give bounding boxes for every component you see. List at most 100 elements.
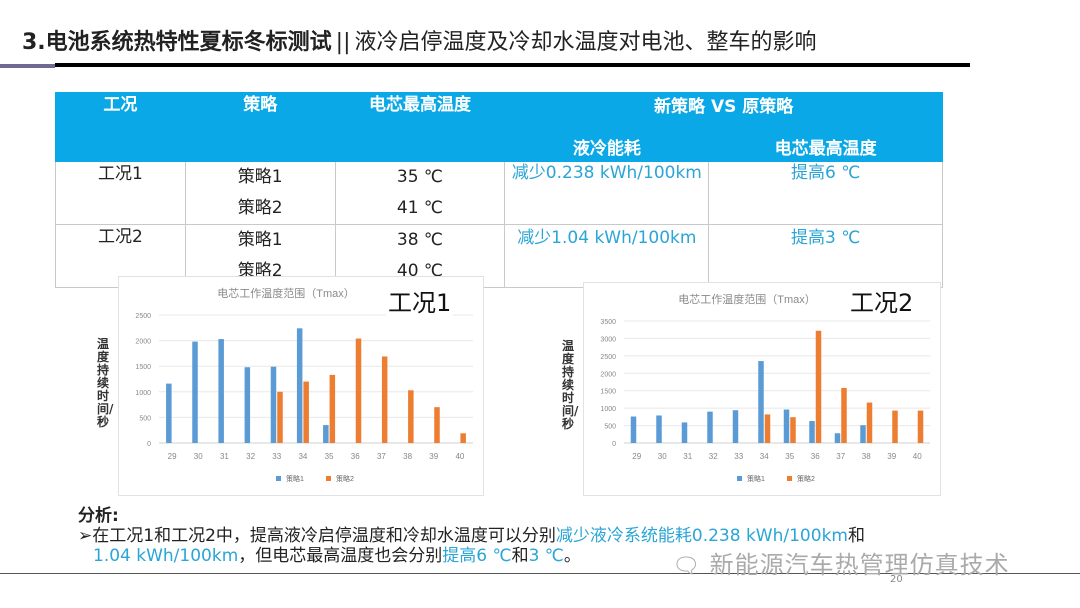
legend-label: 策略1 (747, 474, 765, 483)
bar-strategy2 (460, 433, 466, 443)
chart-svg: 电芯工作温度范围（Tmax） 0 500 1000 1500 2000 2500 29 30 31… (135, 286, 473, 483)
cell-strategy: 策略1 (237, 230, 283, 250)
bar-strategy2 (790, 417, 796, 443)
x-tick-label: 35 (785, 452, 794, 461)
y-tick-label: 1500 (135, 364, 151, 371)
y-tick-label: 2000 (135, 339, 151, 346)
cell-temp-change: 提高6 ℃ (708, 161, 943, 225)
comparison-table: 工况 策略 电芯最高温度 新策略 VS 原策略 液冷能耗 电芯最高温度 工况1 … (55, 91, 943, 288)
cell-strategy: 策略2 (237, 198, 283, 218)
bar-strategy2 (892, 410, 898, 443)
bar-strategy1 (323, 425, 329, 443)
bar-strategy2 (434, 407, 440, 443)
bar-strategy1 (860, 425, 866, 443)
x-tick-label: 36 (811, 452, 820, 461)
header-cell-max-temp: 电芯最高温度 (708, 125, 943, 162)
x-tick-label: 29 (168, 452, 177, 461)
y-tick-label: 2500 (600, 354, 616, 361)
x-tick-label: 32 (246, 452, 255, 461)
bullet-icon: ➢ (78, 526, 93, 546)
x-tick-label: 33 (734, 452, 743, 461)
legend-swatch (737, 476, 742, 481)
bar-strategy2 (815, 330, 822, 443)
analysis-text: ，但电芯最高温度也会分别 (238, 546, 443, 566)
header-strategy: 策略 (184, 92, 336, 162)
x-tick-label: 31 (220, 452, 229, 461)
x-tick-label: 31 (683, 452, 692, 461)
chart-title: 电芯工作温度范围（Tmax） (217, 286, 355, 300)
bar-strategy1 (732, 410, 739, 443)
analysis-line-1: ➢在工况1和工况2中，提高液冷启停温度和冷却水温度可以分别减少液冷系统能耗0.2… (78, 526, 865, 546)
analysis-text: 。 (563, 546, 581, 566)
cell-energy-change: 减少1.04 kWh/100km (504, 224, 710, 288)
bar-strategy2 (866, 402, 873, 443)
table-header-row: 工况 策略 电芯最高温度 新策略 VS 原策略 (55, 91, 943, 162)
x-tick-label: 32 (709, 452, 718, 461)
y-tick-label: 2500 (135, 313, 151, 320)
cell-temp: 38 ℃ (396, 230, 444, 250)
bar-strategy1 (166, 383, 172, 443)
chart-tag-condition-1: 工况1 (386, 283, 454, 318)
x-tick-label: 36 (351, 452, 360, 461)
watermark: 🗨 新能源汽车热管理仿真技术 (672, 545, 1010, 580)
analysis-highlight: 1.04 kWh/100km (93, 546, 239, 566)
analysis-highlight: 3 ℃ (528, 546, 564, 566)
legend-label: 策略2 (336, 474, 354, 483)
legend-label: 策略2 (797, 474, 815, 483)
chart-title: 电芯工作温度范围（Tmax） (678, 292, 816, 306)
x-tick-label: 34 (760, 452, 769, 461)
analysis-heading: 分析: (78, 506, 119, 526)
x-tick-label: 30 (658, 452, 667, 461)
x-tick-label: 35 (325, 452, 334, 461)
bar-strategy2 (303, 381, 309, 443)
cell-temp: 41 ℃ (396, 198, 444, 218)
bar-strategy2 (355, 338, 362, 443)
analysis-line-2: 1.04 kWh/100km，但电芯最高温度也会分别提高6 ℃和3 ℃。 (78, 546, 865, 566)
bar-strategy2 (381, 356, 388, 443)
analysis-highlight: 提高6 ℃ (442, 546, 512, 566)
header-max-temp: 电芯最高温度 (334, 92, 506, 162)
bar-strategy1 (809, 421, 815, 443)
bar-strategy2 (408, 390, 414, 443)
header-comparison: 新策略 VS 原策略 (504, 91, 943, 127)
x-tick-label: 29 (632, 452, 641, 461)
chart-tag-condition-2: 工况2 (848, 283, 916, 318)
bar-strategy2 (277, 391, 283, 443)
analysis-highlight: 减少液冷系统能耗0.238 kWh/100km (555, 526, 848, 546)
page-number: 20 (890, 574, 903, 585)
cell-strategy: 策略1 (237, 167, 283, 187)
y-tick-label: 500 (139, 415, 151, 422)
legend-swatch (276, 476, 281, 481)
x-tick-label: 30 (194, 452, 203, 461)
title-rule-accent (0, 64, 55, 68)
cell-energy-change: 减少0.238 kWh/100km (504, 161, 710, 225)
cell-strategies: 策略1 策略2 (184, 161, 336, 225)
chart-svg: 电芯工作温度范围（Tmax） 0 500 1000 1500 2000 2500 3000 35… (600, 292, 930, 483)
x-tick-label: 37 (836, 452, 845, 461)
y-tick-label: 2000 (600, 371, 616, 378)
cell-temp: 35 ℃ (396, 167, 444, 187)
table-row: 工况1 策略1 策略2 35 ℃ 41 ℃ 减少0.238 kWh/100km … (55, 161, 943, 225)
title-bold: 3.电池系统热特性夏标冬标测试 (22, 30, 332, 55)
y-tick-label: 0 (147, 441, 151, 448)
y-axis-label: 温度持续时间/秒 (97, 337, 114, 429)
bar-strategy1 (783, 409, 790, 443)
table-subheader-row: 液冷能耗 电芯最高温度 (56, 125, 943, 162)
title-separator: || (335, 30, 351, 55)
header-condition: 工况 (55, 92, 186, 162)
y-tick-label: 0 (612, 441, 616, 448)
bar-strategy1 (656, 415, 662, 443)
bar-strategy2 (329, 374, 336, 443)
bar-strategy1 (270, 366, 277, 443)
legend-label: 策略1 (286, 474, 304, 483)
x-tick-label: 39 (429, 452, 438, 461)
x-tick-label: 34 (298, 452, 307, 461)
bar-strategy1 (707, 411, 713, 443)
analysis-text: 和 (847, 526, 865, 546)
bar-strategy1 (296, 328, 303, 443)
x-tick-label: 39 (887, 452, 896, 461)
cell-temp-change: 提高3 ℃ (708, 224, 943, 288)
analysis-text: 和 (511, 546, 529, 566)
x-tick-label: 37 (377, 452, 386, 461)
x-tick-label: 38 (403, 452, 412, 461)
